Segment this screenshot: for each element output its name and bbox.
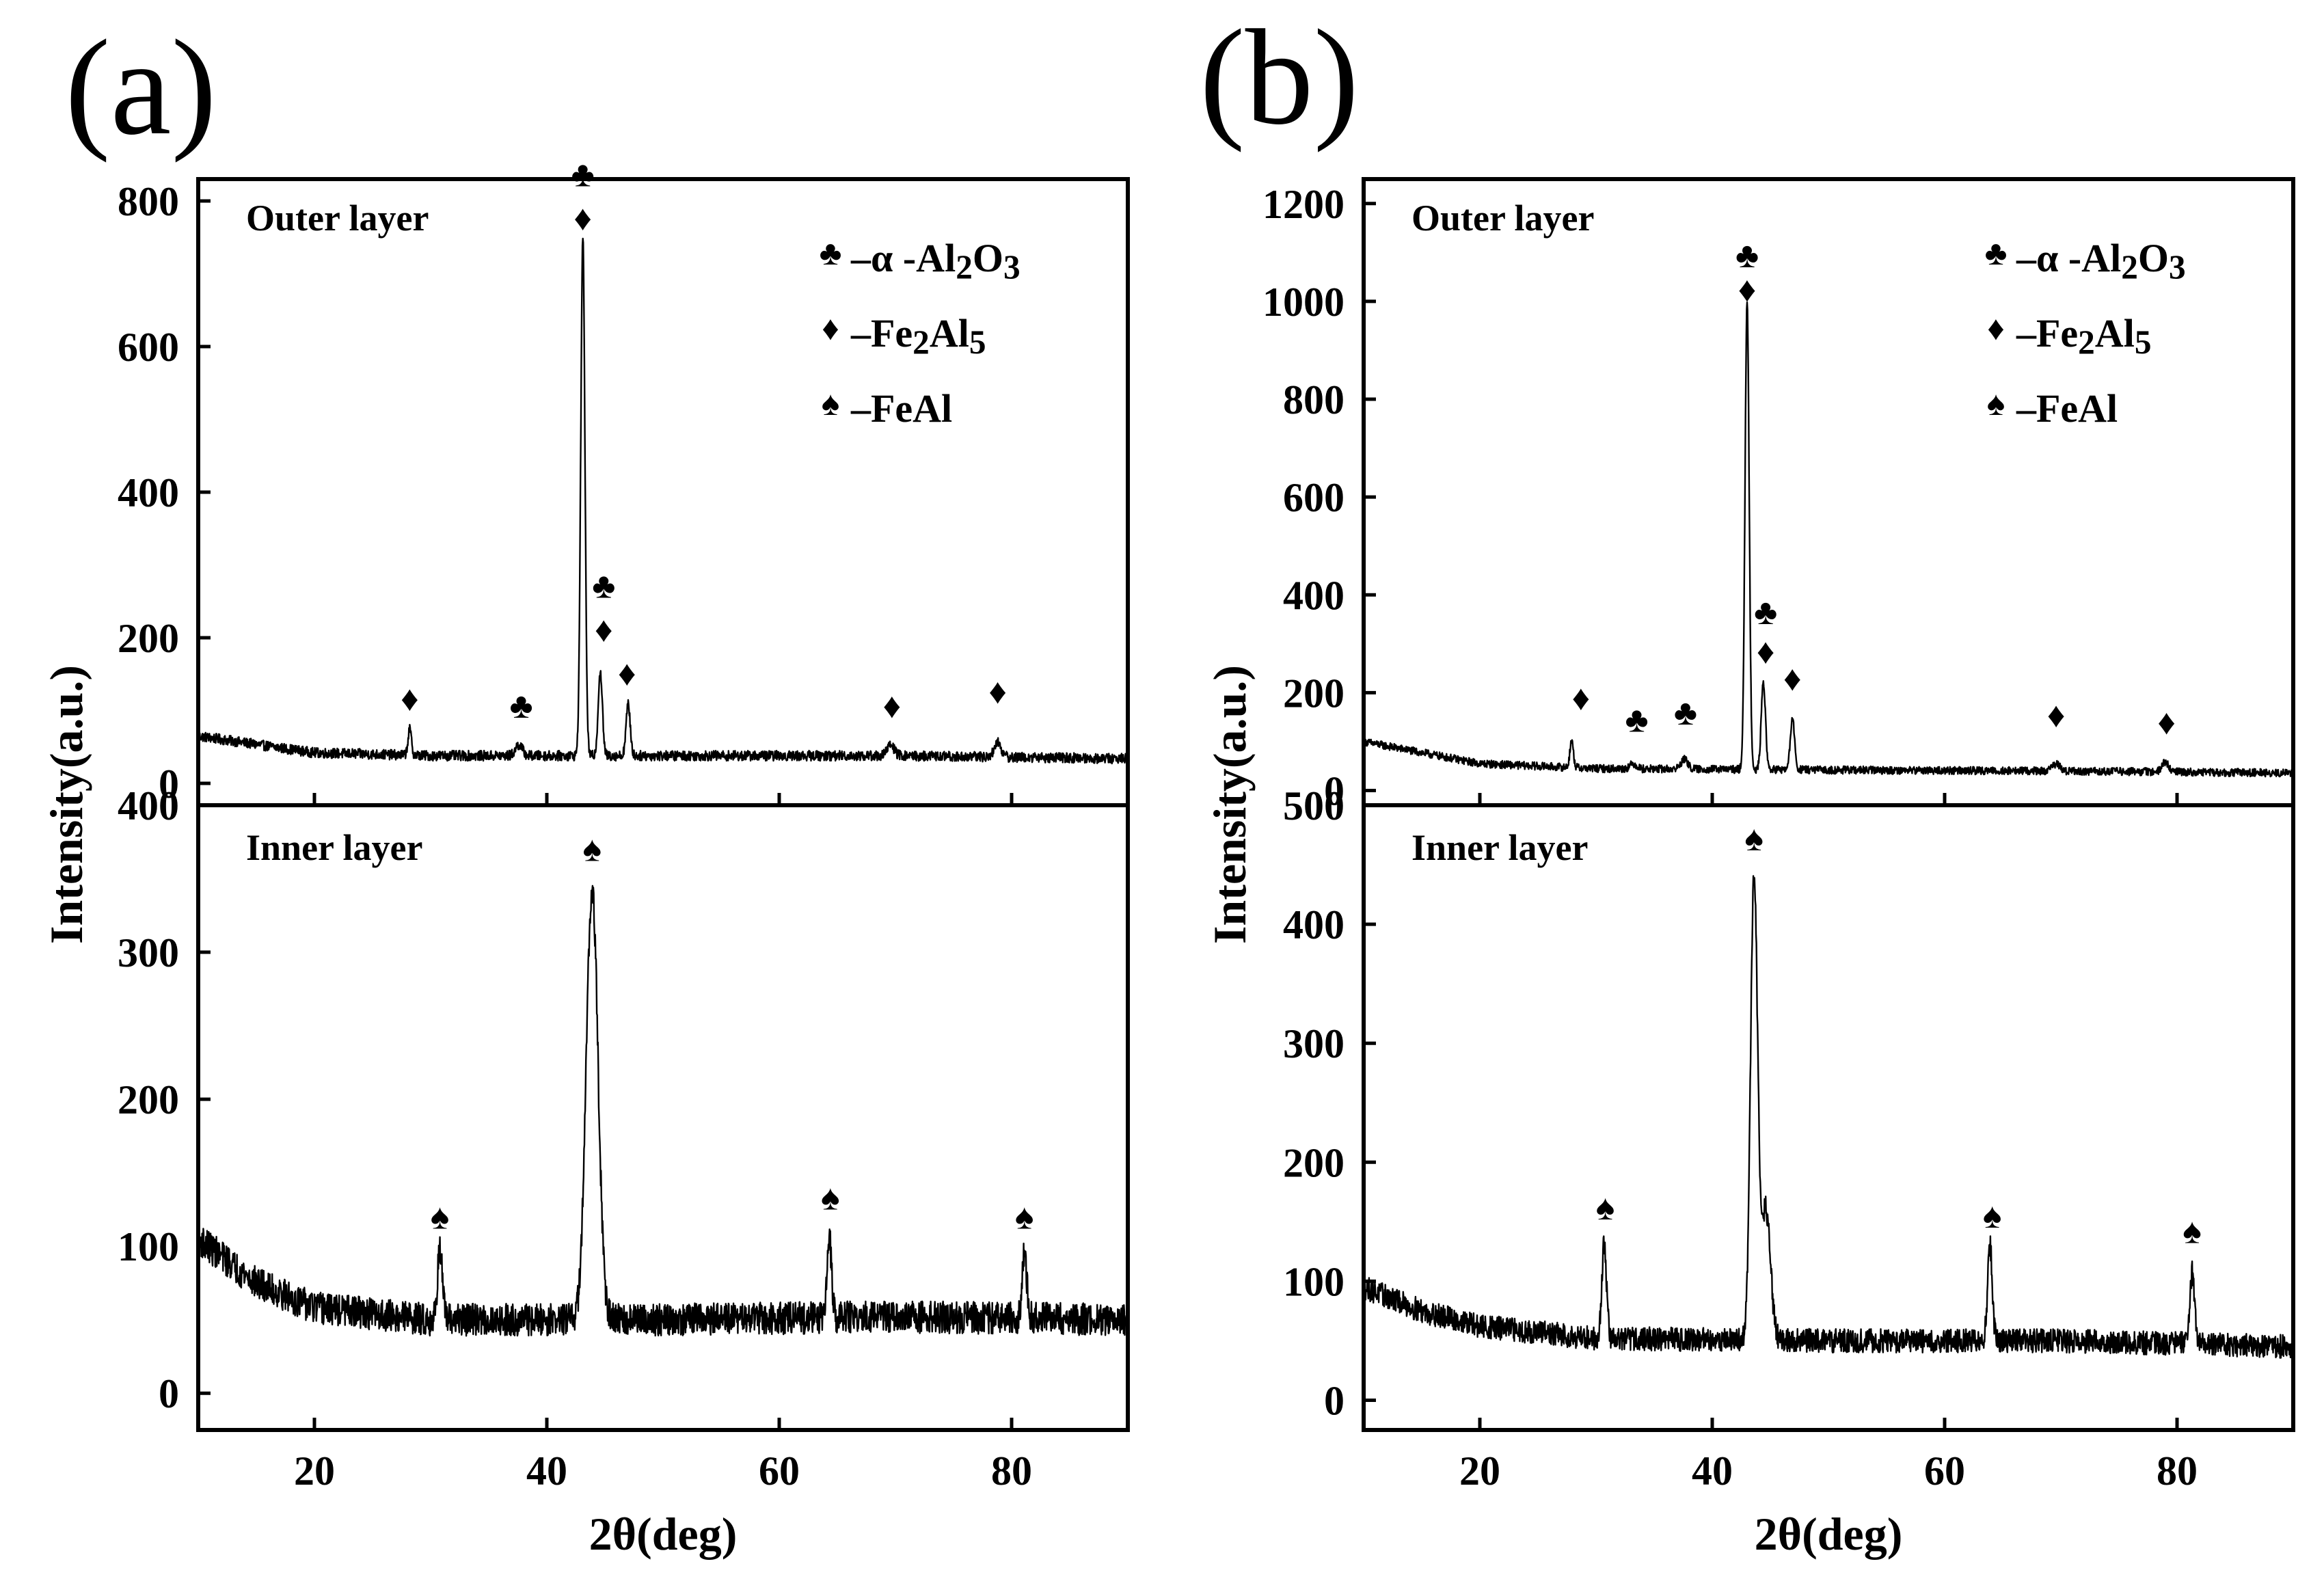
y-tick-label: 200	[1283, 671, 1345, 716]
peak-marker: ♠	[431, 1198, 450, 1237]
peak-marker: ♣	[1754, 593, 1777, 632]
y-tick-label: 400	[118, 783, 179, 828]
y-tick-label: 200	[118, 1077, 179, 1122]
outer-layer-label: Outer layer	[246, 198, 429, 239]
x-tick-label: 80	[2157, 1448, 2198, 1494]
panel-label: (a)	[65, 12, 217, 163]
peak-marker: ♣	[1735, 237, 1759, 275]
y-tick-label: 200	[118, 616, 179, 661]
peak-marker: ♠	[1744, 820, 1764, 859]
y-tick-label: 0	[1324, 1378, 1345, 1423]
xrd-pattern-line	[197, 237, 1129, 765]
peak-marker: ♦	[618, 654, 636, 693]
peak-marker: ♠	[821, 1178, 840, 1217]
legend-entry: –Fe2Al5	[2016, 311, 2151, 361]
inner-layer-label: Inner layer	[1411, 827, 1588, 868]
y-tick-label: 800	[118, 179, 179, 224]
panel-label: (b)	[1200, 2, 1359, 153]
y-tick-label: 400	[1283, 573, 1345, 618]
peak-marker: ♦	[1572, 679, 1591, 718]
legend-symbol: ♠	[1987, 384, 2005, 422]
x-axis-title: 2θ(deg)	[1755, 1508, 1903, 1560]
peak-marker: ♠	[1983, 1197, 2002, 1236]
y-tick-label: 100	[118, 1224, 179, 1269]
peak-marker: ♣	[510, 687, 533, 726]
y-tick-label: 800	[1283, 377, 1345, 422]
inner-layer-label: Inner layer	[246, 827, 422, 868]
y-tick-label: 300	[1283, 1021, 1345, 1066]
peak-marker: ♣	[1674, 694, 1697, 733]
xrd-pattern-line	[197, 885, 1129, 1337]
legend-symbol: ♦	[822, 309, 839, 347]
y-tick-label: 300	[118, 930, 179, 975]
peak-marker: ♦	[1783, 660, 1802, 699]
y-tick-label: 500	[1283, 783, 1345, 828]
peak-marker: ♠	[2183, 1213, 2202, 1252]
y-tick-label: 400	[118, 470, 179, 515]
xrd-pattern-line	[1362, 875, 2295, 1359]
x-tick-label: 60	[1924, 1448, 1965, 1494]
legend-symbol: ♣	[1985, 234, 2008, 272]
peak-marker: ♦	[1738, 271, 1757, 310]
x-tick-label: 60	[759, 1448, 800, 1494]
legend-entry: –FeAl	[2016, 386, 2118, 431]
peak-marker: ♦	[2047, 697, 2066, 735]
legend: ♣ –α -Al2O3 ♦ –Fe2Al5 ♠ –FeAl	[820, 234, 1021, 431]
y-tick-label: 1000	[1262, 280, 1345, 325]
legend-symbol: ♣	[820, 234, 842, 272]
peak-marker: ♦	[595, 610, 613, 649]
peak-marker: ♠	[1015, 1198, 1034, 1237]
legend-entry: –Fe2Al5	[850, 311, 986, 361]
x-tick-label: 20	[1459, 1448, 1500, 1494]
legend-entry: –α -Al2O3	[850, 236, 1021, 286]
y-tick-label: 1200	[1262, 182, 1345, 227]
legend-entry: –FeAl	[850, 386, 952, 431]
peak-marker: ♦	[988, 673, 1007, 712]
y-tick-label: 200	[1283, 1140, 1345, 1185]
x-axis-title: 2θ(deg)	[589, 1508, 738, 1560]
x-tick-label: 40	[1692, 1448, 1733, 1494]
peak-marker: ♦	[401, 680, 419, 719]
y-tick-label: 600	[118, 325, 179, 370]
peak-marker: ♦	[883, 687, 902, 726]
outer-layer-label: Outer layer	[1411, 198, 1594, 239]
plot-frame	[1362, 803, 2295, 1432]
y-tick-label: 600	[1283, 475, 1345, 520]
peak-marker: ♣	[592, 567, 615, 606]
xrd-pattern-line	[1362, 301, 2294, 778]
peak-marker: ♠	[582, 831, 602, 869]
inner-layer-subplot: 0 100 200 300 400 Inner layer ♠ ♠ ♠ ♠	[118, 783, 1130, 1432]
peak-marker: ♦	[573, 200, 592, 239]
y-axis-title: Intensity(a.u.)	[40, 665, 92, 944]
legend: ♣ –α -Al2O3 ♦ –Fe2Al5 ♠ –FeAl	[1985, 234, 2186, 431]
x-tick-label: 40	[526, 1448, 567, 1494]
y-tick-label: 400	[1283, 902, 1345, 947]
plot-frame	[196, 803, 1130, 1432]
peak-marker: ♣	[1625, 701, 1648, 740]
peak-marker: ♦	[1757, 632, 1775, 671]
y-axis-title: Intensity(a.u.)	[1204, 665, 1256, 944]
peak-marker: ♣	[571, 156, 595, 195]
peak-marker: ♠	[1596, 1189, 1615, 1228]
peak-marker: ♦	[2157, 703, 2176, 742]
y-tick-label: 0	[159, 761, 179, 807]
y-tick-label: 0	[1324, 769, 1345, 814]
x-tick-label: 20	[294, 1448, 335, 1494]
legend-symbol: ♠	[822, 384, 840, 422]
legend-symbol: ♦	[1987, 309, 2005, 347]
y-tick-label: 0	[159, 1371, 179, 1416]
x-tick-label: 80	[991, 1448, 1032, 1494]
legend-entry: –α -Al2O3	[2016, 236, 2186, 286]
inner-layer-subplot: 0 100 200 300 400 500 Inner layer ♠ ♠ ♠ ♠	[1283, 783, 2295, 1432]
y-tick-label: 100	[1283, 1259, 1345, 1304]
